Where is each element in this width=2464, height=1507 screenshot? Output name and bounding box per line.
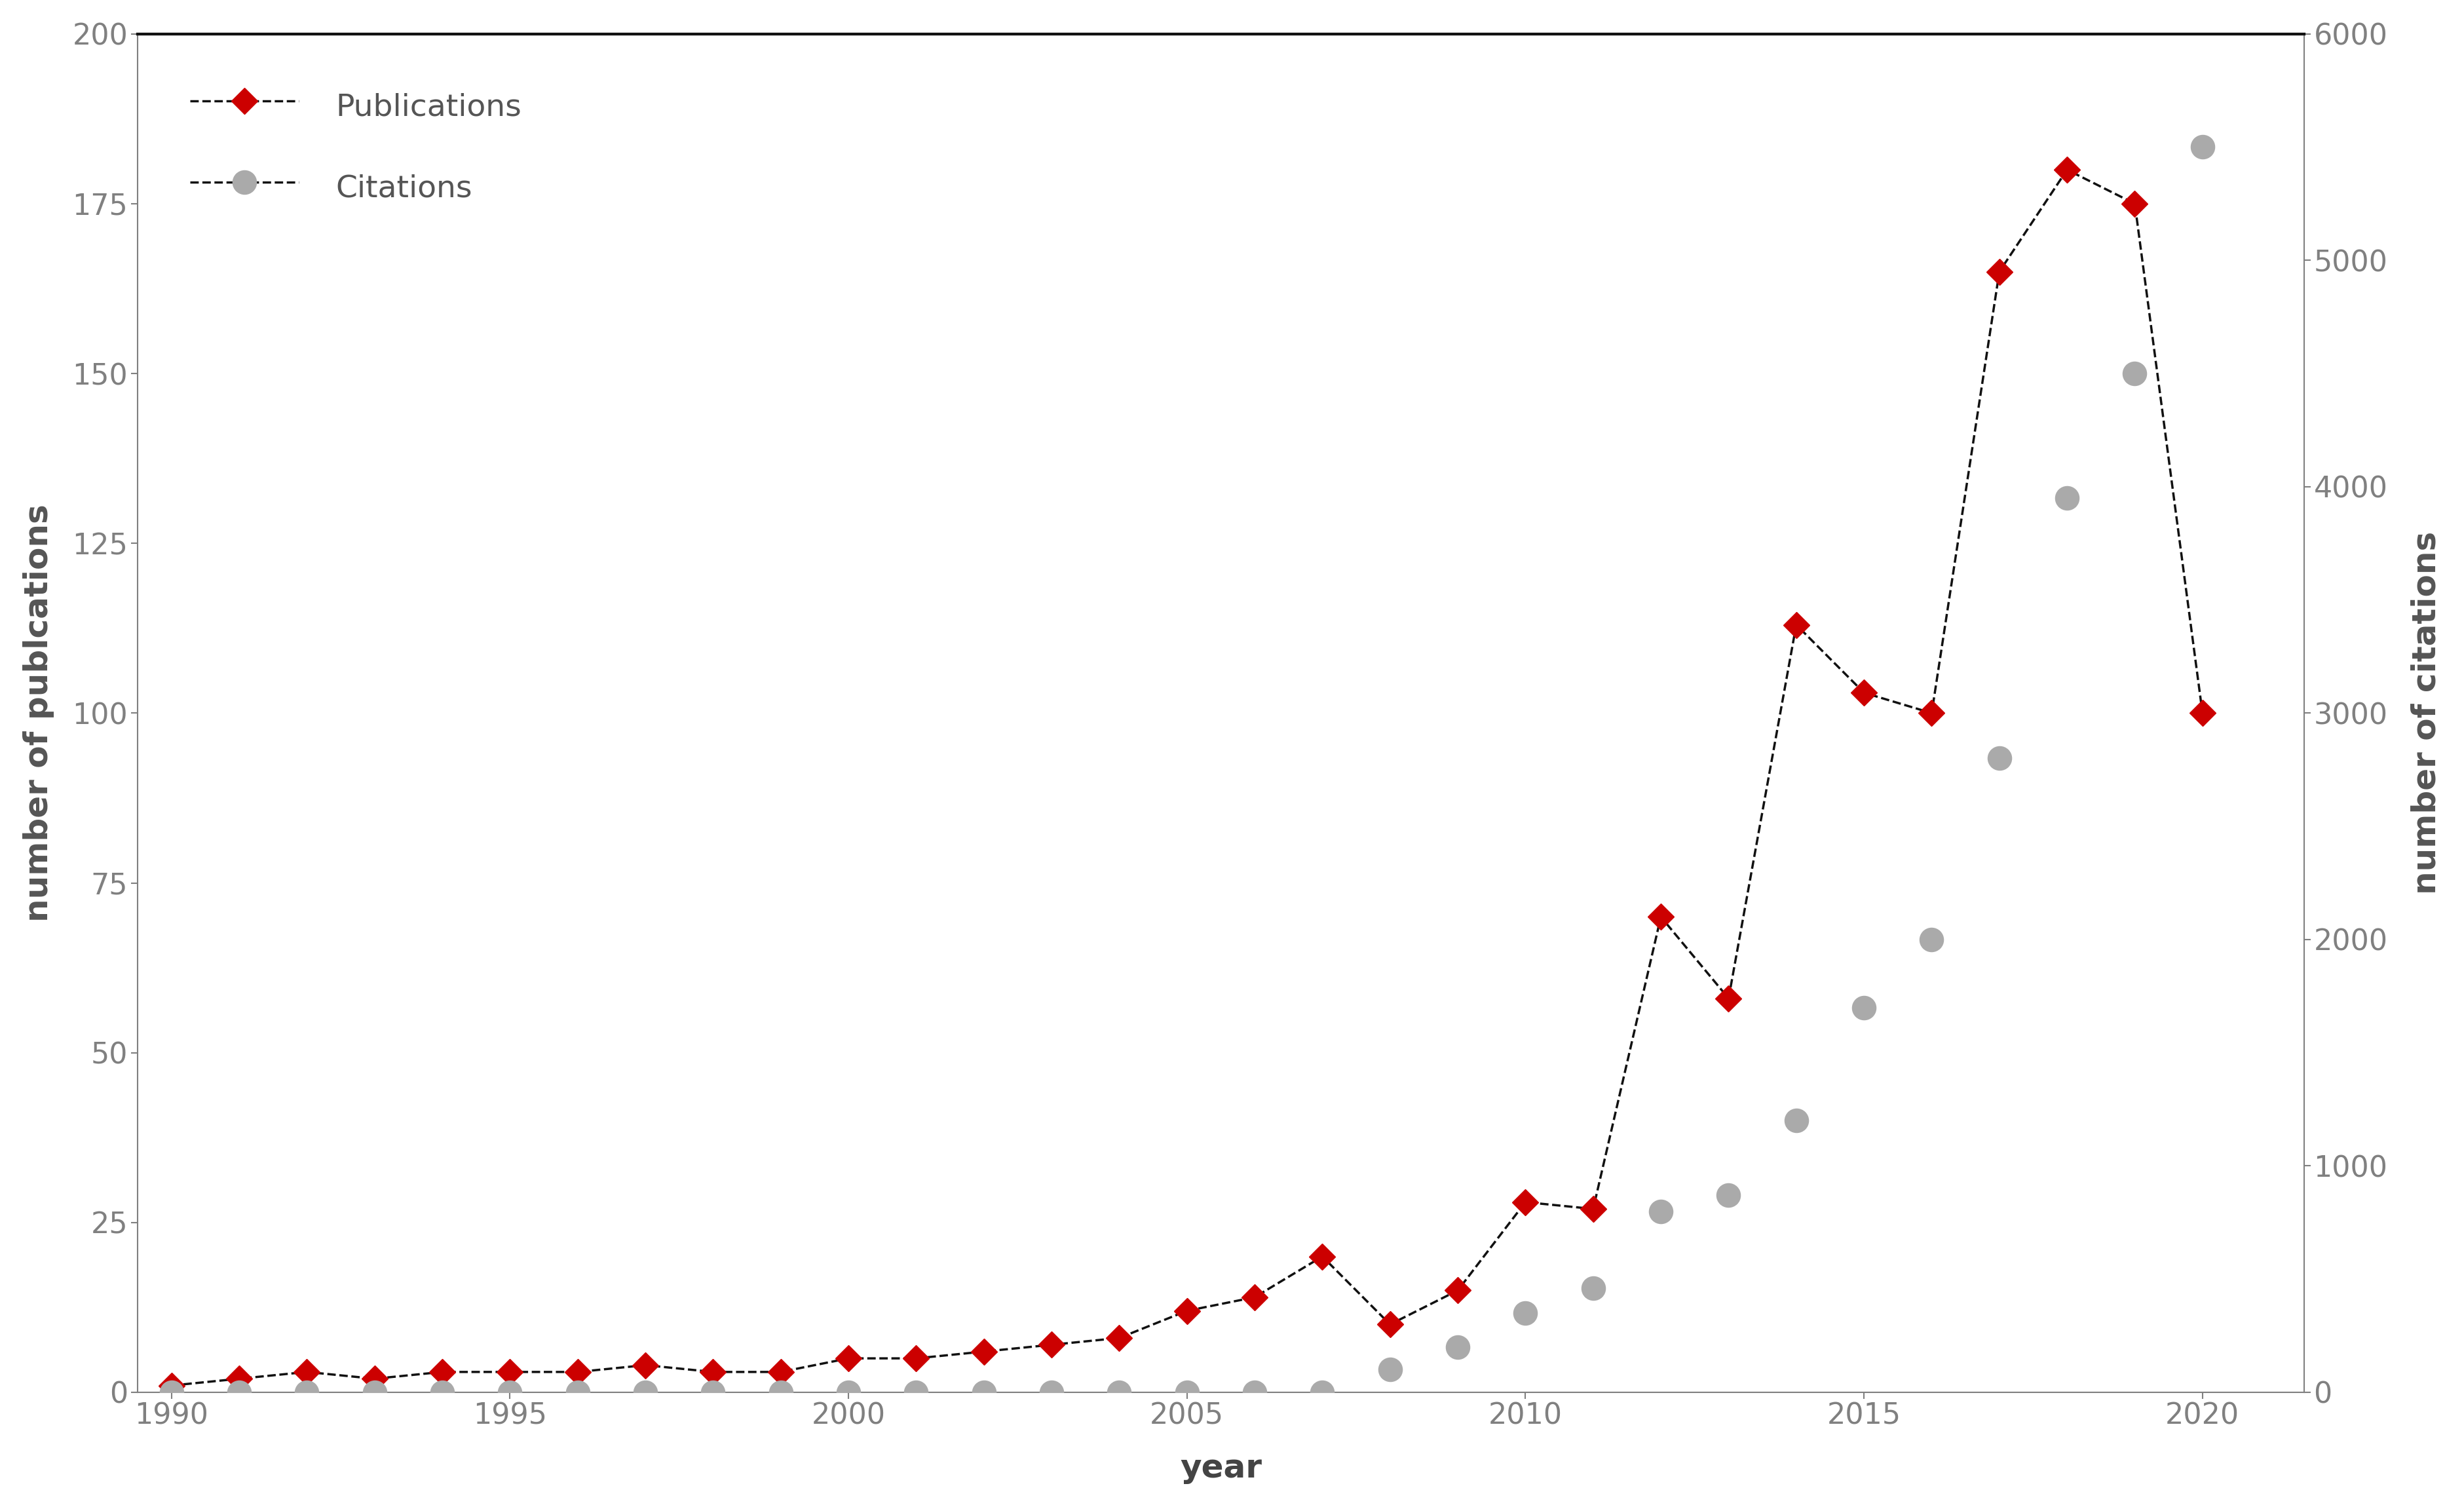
Citations [562,1383,591,1402]
Citations [1646,1203,1676,1221]
Publications [1173,1302,1202,1320]
Citations [1375,1361,1404,1379]
Publications [1510,1194,1540,1212]
Line: Citations: Citations [160,136,2213,1405]
Citations [968,1383,998,1402]
Publications [1646,907,1676,925]
Publications [1375,1316,1404,1334]
Publications [766,1362,796,1380]
Citations [1239,1383,1269,1402]
Citations [495,1383,525,1402]
Citations [1173,1383,1202,1402]
Citations [1441,1338,1471,1356]
Publications [1037,1335,1067,1353]
Legend: Publications, Citations: Publications, Citations [153,50,559,243]
Publications [1104,1329,1133,1347]
Publications [224,1370,254,1388]
Publications [2053,161,2082,179]
Line: Publications: Publications [163,161,2210,1394]
Publications [1781,616,1811,634]
Publications [1239,1288,1269,1307]
Publications [902,1349,931,1367]
Publications [631,1356,660,1374]
Citations [2119,365,2149,383]
Citations [1917,930,1947,948]
Citations [833,1383,862,1402]
Citations [1848,999,1878,1017]
Publications [1308,1248,1338,1266]
Publications [1984,262,2013,280]
Citations [1037,1383,1067,1402]
X-axis label: year: year [1180,1453,1262,1484]
Publications [1577,1200,1607,1218]
Citations [631,1383,660,1402]
Citations [2188,139,2218,157]
Publications [968,1343,998,1361]
Citations [158,1383,187,1402]
Publications [697,1362,727,1380]
Citations [1510,1304,1540,1322]
Publications [360,1370,389,1388]
Citations [1577,1279,1607,1298]
Y-axis label: number of citations: number of citations [2410,532,2442,895]
Publications [426,1362,456,1380]
Publications [562,1362,591,1380]
Citations [1104,1383,1133,1402]
Citations [1712,1186,1742,1204]
Citations [766,1383,796,1402]
Citations [1308,1383,1338,1402]
Publications [1712,989,1742,1007]
Publications [1441,1281,1471,1299]
Publications [833,1349,862,1367]
Citations [697,1383,727,1402]
Citations [224,1383,254,1402]
Publications [2188,704,2218,722]
Publications [1917,704,1947,722]
Citations [1781,1112,1811,1130]
Citations [291,1383,320,1402]
Publications [2119,194,2149,212]
Citations [2053,488,2082,506]
Publications [495,1362,525,1380]
Citations [426,1383,456,1402]
Publications [158,1376,187,1394]
Citations [1984,749,2013,767]
Citations [360,1383,389,1402]
Publications [1848,684,1878,702]
Y-axis label: number of publcations: number of publcations [22,505,54,922]
Citations [902,1383,931,1402]
Publications [291,1362,320,1380]
